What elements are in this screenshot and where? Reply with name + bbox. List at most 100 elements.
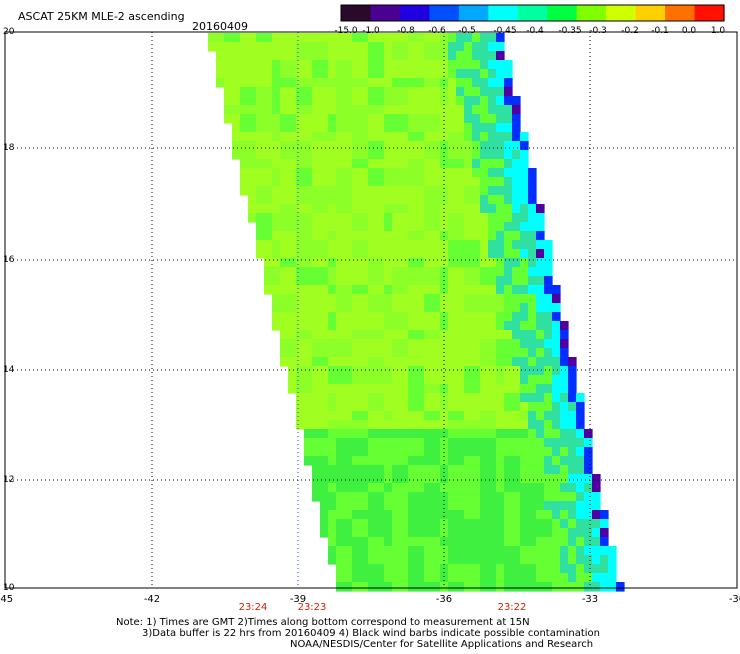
swath-cell — [456, 474, 465, 484]
swath-cell — [368, 438, 377, 448]
swath-cell — [256, 231, 265, 241]
swath-cell — [224, 96, 233, 106]
swath-cell — [328, 348, 337, 358]
swath-cell — [544, 528, 553, 538]
swath-cell — [432, 492, 441, 502]
swath-cell — [288, 276, 297, 286]
swath-cell — [536, 321, 545, 331]
swath-cell — [352, 564, 361, 574]
swath-cell — [312, 276, 321, 286]
swath-cell — [448, 195, 457, 205]
swath-cell — [328, 312, 337, 322]
swath-cell — [368, 474, 377, 484]
swath-cell — [432, 285, 441, 295]
swath-cell — [504, 357, 513, 367]
swath-cell — [360, 267, 369, 277]
swath-cell — [440, 519, 449, 529]
swath-cell — [344, 411, 353, 421]
swath-cell — [536, 456, 545, 466]
swath-cell — [312, 240, 321, 250]
swath-cell — [416, 195, 425, 205]
swath-cell — [568, 411, 577, 421]
swath-cell — [424, 105, 433, 115]
swath-cell — [312, 60, 321, 70]
swath-cell — [520, 186, 529, 196]
swath-cell — [232, 150, 241, 160]
swath-cell — [352, 321, 361, 331]
swath-cell — [400, 231, 409, 241]
swath-cell — [488, 357, 497, 367]
swath-cell — [528, 285, 537, 295]
swath-cell — [312, 159, 321, 169]
colorbar-tick-label: -0.5 — [458, 26, 476, 36]
swath-cell — [424, 213, 433, 223]
swath-cell — [248, 123, 257, 133]
swath-cell — [328, 240, 337, 250]
swath-cell — [528, 564, 537, 574]
swath-cell — [280, 213, 289, 223]
swath-cell — [560, 393, 569, 403]
swath-cell — [536, 357, 545, 367]
swath-cell — [384, 96, 393, 106]
swath-cell — [320, 429, 329, 439]
swath-cell — [376, 60, 385, 70]
swath-cell — [472, 357, 481, 367]
swath-cell — [592, 546, 601, 556]
longitude-label: -42 — [143, 594, 161, 605]
swath-cell — [304, 159, 313, 169]
swath-cell — [504, 411, 513, 421]
swath-cell — [480, 105, 489, 115]
swath-cell — [592, 582, 601, 592]
swath-cell — [528, 168, 537, 178]
swath-cell — [536, 258, 545, 268]
swath-cell — [440, 213, 449, 223]
swath-cell — [440, 366, 449, 376]
swath-cell — [504, 402, 513, 412]
swath-cell — [408, 132, 417, 142]
swath-cell — [480, 168, 489, 178]
swath-cell — [384, 555, 393, 565]
swath-cell — [384, 69, 393, 79]
swath-cell — [456, 105, 465, 115]
swath-cell — [296, 186, 305, 196]
swath-cell — [392, 69, 401, 79]
swath-cell — [352, 510, 361, 520]
swath-cell — [488, 402, 497, 412]
colorbar-tick-label: 0.0 — [681, 26, 697, 36]
swath-cell — [488, 447, 497, 457]
swath-cell — [584, 447, 593, 457]
swath-cell — [496, 447, 505, 457]
swath-cell — [336, 357, 345, 367]
swath-cell — [272, 150, 281, 160]
swath-cell — [376, 294, 385, 304]
swath-cell — [328, 384, 337, 394]
swath-cell — [520, 501, 529, 511]
swath-cell — [408, 429, 417, 439]
swath-cell — [512, 366, 521, 376]
swath-cell — [536, 582, 545, 592]
swath-cell — [344, 141, 353, 151]
swath-cell — [336, 384, 345, 394]
swath-cell — [376, 384, 385, 394]
swath-cell — [496, 510, 505, 520]
swath-cell — [480, 375, 489, 385]
swath-cell — [424, 150, 433, 160]
swath-cell — [352, 384, 361, 394]
swath-cell — [416, 456, 425, 466]
swath-cell — [528, 177, 537, 187]
swath-cell — [296, 357, 305, 367]
swath-cell — [456, 438, 465, 448]
swath-cell — [496, 438, 505, 448]
swath-cell — [376, 366, 385, 376]
swath-cell — [464, 159, 473, 169]
swath-cell — [408, 528, 417, 538]
swath-cell — [368, 519, 377, 529]
swath-cell — [456, 240, 465, 250]
swath-cell — [472, 168, 481, 178]
swath-cell — [408, 159, 417, 169]
swath-cell — [480, 177, 489, 187]
swath-cell — [464, 294, 473, 304]
swath-cell — [360, 303, 369, 313]
swath-cell — [480, 141, 489, 151]
swath-cell — [560, 339, 569, 349]
